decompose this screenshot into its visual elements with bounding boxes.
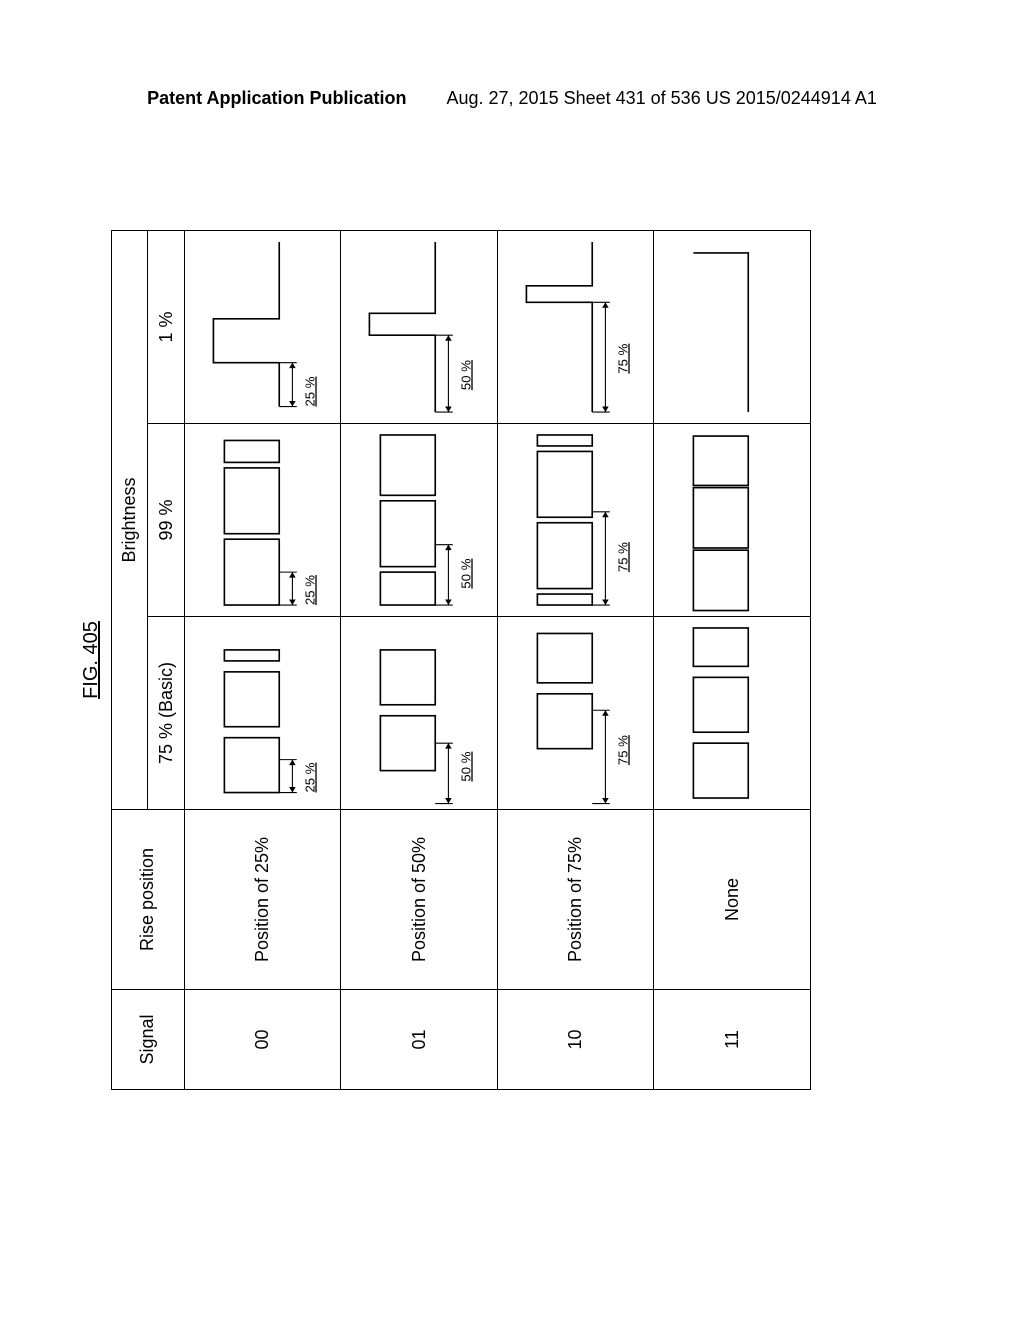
- page-header: Patent Application Publication Aug. 27, …: [0, 88, 1024, 109]
- svg-text:75 %: 75 %: [615, 343, 630, 373]
- svg-text:25 %: 25 %: [302, 376, 317, 406]
- cell-b75: 75 %: [497, 617, 654, 810]
- waveform-icon: 75 %: [498, 231, 654, 423]
- cell-b75: [654, 617, 811, 810]
- table-row: 01 Position of 50% 50 % 50 % 50 %: [341, 231, 498, 1090]
- svg-text:50 %: 50 %: [459, 360, 474, 390]
- svg-text:25 %: 25 %: [302, 575, 317, 605]
- cell-b1: 25 %: [184, 231, 341, 424]
- cell-signal: 10: [497, 990, 654, 1090]
- svg-text:75 %: 75 %: [615, 735, 630, 765]
- header-left: Patent Application Publication: [147, 88, 406, 109]
- waveform-icon: [654, 424, 810, 616]
- th-brightness: Brightness: [112, 231, 148, 810]
- cell-rise: Position of 50%: [341, 810, 498, 990]
- waveform-icon: 25 %: [185, 617, 341, 809]
- th-signal: Signal: [112, 990, 185, 1090]
- waveform-icon: 75 %: [498, 424, 654, 616]
- th-b99: 99 %: [148, 424, 184, 617]
- cell-b99: 75 %: [497, 424, 654, 617]
- cell-rise: Position of 25%: [184, 810, 341, 990]
- waveform-icon: [654, 231, 810, 423]
- figure: FIG. 405 Signal Rise position Brightness…: [80, 300, 940, 1020]
- cell-b75: 50 %: [341, 617, 498, 810]
- table-row: 11 None: [654, 231, 811, 1090]
- th-rise: Rise position: [112, 810, 185, 990]
- waveform-icon: 50 %: [341, 231, 497, 423]
- cell-b1: 75 %: [497, 231, 654, 424]
- waveform-icon: 75 %: [498, 617, 654, 809]
- svg-text:75 %: 75 %: [615, 542, 630, 572]
- cell-signal: 01: [341, 990, 498, 1090]
- waveform-icon: 50 %: [341, 617, 497, 809]
- waveform-icon: 50 %: [341, 424, 497, 616]
- cell-rise: None: [654, 810, 811, 990]
- cell-b75: 25 %: [184, 617, 341, 810]
- cell-b99: 25 %: [184, 424, 341, 617]
- waveform-icon: [654, 617, 810, 809]
- cell-signal: 00: [184, 990, 341, 1090]
- cell-b99: [654, 424, 811, 617]
- header-right: Aug. 27, 2015 Sheet 431 of 536 US 2015/0…: [446, 88, 876, 109]
- cell-b1: [654, 231, 811, 424]
- table-row: 10 Position of 75% 75 % 75 % 75 %: [497, 231, 654, 1090]
- cell-rise: Position of 75%: [497, 810, 654, 990]
- cell-signal: 11: [654, 990, 811, 1090]
- cell-b99: 50 %: [341, 424, 498, 617]
- cell-b1: 50 %: [341, 231, 498, 424]
- svg-text:50 %: 50 %: [459, 751, 474, 781]
- svg-text:50 %: 50 %: [459, 558, 474, 588]
- signal-table: Signal Rise position Brightness 75 % (Ba…: [111, 230, 811, 1090]
- th-b75: 75 % (Basic): [148, 617, 184, 810]
- table-row: 00 Position of 25% 25 % 25 % 25 %: [184, 231, 341, 1090]
- svg-text:25 %: 25 %: [302, 762, 317, 792]
- waveform-icon: 25 %: [185, 231, 341, 423]
- th-b1: 1 %: [148, 231, 184, 424]
- figure-label: FIG. 405: [80, 300, 103, 1020]
- waveform-icon: 25 %: [185, 424, 341, 616]
